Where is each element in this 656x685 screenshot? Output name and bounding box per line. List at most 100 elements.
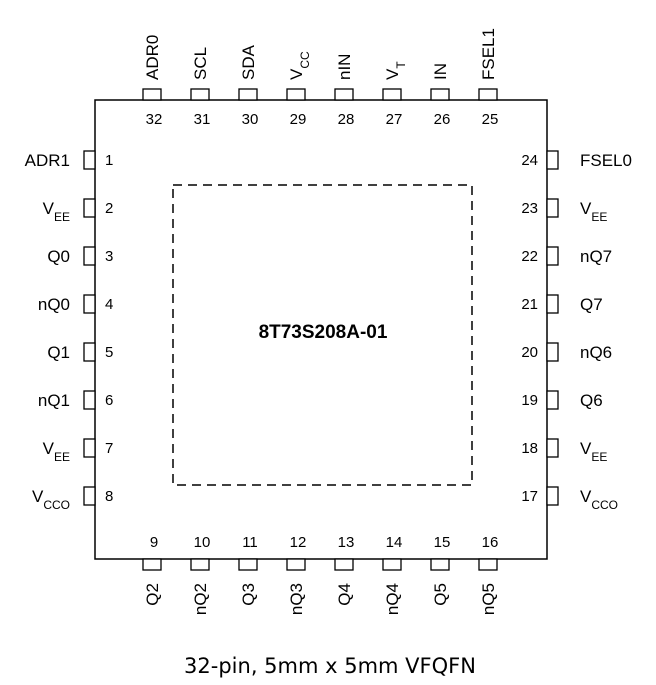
pin-label-q2-9: Q2 [143,583,162,606]
pin-pad-30 [238,88,258,101]
pin-label-nq2-10: nQ2 [191,583,210,615]
pin-pad-1 [83,150,96,170]
pin-label-q4-13: Q4 [335,583,354,606]
part-number-label: 8T73S208A-01 [259,322,388,343]
pin-number-21: 21 [521,296,538,313]
pin-label-fsel1-25: FSEL1 [479,28,498,80]
pin-pad-18 [546,438,559,458]
pin-pad-22 [546,246,559,266]
pin-label-nq4-14: nQ4 [383,583,402,615]
pin-label-vcc-29: VCC [287,51,312,80]
pin-number-1: 1 [105,152,113,169]
pin-label-vee-23: VEE [580,199,607,224]
pin-pad-21 [546,294,559,314]
pin-label-nq6-20: nQ6 [580,343,612,362]
pin-number-26: 26 [434,111,451,128]
pin-pad-24 [546,150,559,170]
pin-number-2: 2 [105,200,113,217]
pin-number-28: 28 [338,111,355,128]
pin-number-24: 24 [521,152,538,169]
pin-number-3: 3 [105,248,113,265]
pin-number-7: 7 [105,440,113,457]
pin-pad-15 [430,558,450,571]
pin-label-vee-2: VEE [43,199,70,224]
pin-pad-25 [478,88,498,101]
pin-pad-2 [83,198,96,218]
pin-pad-4 [83,294,96,314]
pin-number-27: 27 [386,111,403,128]
pin-label-q7-21: Q7 [580,295,603,314]
pin-pad-13 [334,558,354,571]
pin-pad-9 [142,558,162,571]
pin-number-6: 6 [105,392,113,409]
pin-number-5: 5 [105,344,113,361]
pin-number-31: 31 [194,111,211,128]
pin-number-8: 8 [105,488,113,505]
pin-label-scl-31: SCL [191,47,210,80]
pin-number-12: 12 [290,534,307,551]
pin-pad-10 [190,558,210,571]
pin-label-adr1-1: ADR1 [25,151,70,170]
pin-number-13: 13 [338,534,355,551]
pin-pad-26 [430,88,450,101]
pin-label-q6-19: Q6 [580,391,603,410]
pin-pad-17 [546,486,559,506]
pin-label-vcco-17: VCCO [580,487,618,512]
pin-pad-14 [382,558,402,571]
pin-label-nq7-22: nQ7 [580,247,612,266]
pin-number-20: 20 [521,344,538,361]
pin-number-17: 17 [521,488,538,505]
pin-pad-6 [83,390,96,410]
pin-label-q5-15: Q5 [431,583,450,606]
pin-label-nq1-6: nQ1 [38,391,70,410]
pin-label-in-26: IN [431,63,450,80]
pin-pad-12 [286,558,306,571]
pin-pad-16 [478,558,498,571]
pin-label-q3-11: Q3 [239,583,258,606]
pin-number-15: 15 [434,534,451,551]
pin-pad-27 [382,88,402,101]
pin-number-23: 23 [521,200,538,217]
pin-label-adr0-32: ADR0 [143,35,162,80]
pin-number-4: 4 [105,296,113,313]
pin-pad-20 [546,342,559,362]
pin-pad-28 [334,88,354,101]
pin-label-fsel0-24: FSEL0 [580,151,632,170]
pin-number-25: 25 [482,111,499,128]
pins-group: 1 ADR1 2 VEE 3 Q0 4 nQ0 5 Q1 6 nQ1 7 VEE 8 VCCO 24 FSEL0 2… [25,28,632,615]
pin-number-18: 18 [521,440,538,457]
pin-pad-5 [83,342,96,362]
pin-pad-19 [546,390,559,410]
pin-label-vee-7: VEE [43,439,70,464]
package-caption: 32-pin, 5mm x 5mm VFQFN [184,654,476,678]
pin-pad-7 [83,438,96,458]
pin-number-22: 22 [521,248,538,265]
pin-label-nq0-4: nQ0 [38,295,70,314]
pin-pad-3 [83,246,96,266]
pin-number-11: 11 [242,534,258,551]
pin-label-nq5-16: nQ5 [479,583,498,615]
pin-label-vt-27: VT [383,61,408,80]
pin-label-vcco-8: VCCO [32,487,70,512]
pin-pad-8 [83,486,96,506]
pin-number-30: 30 [242,111,259,128]
pin-number-19: 19 [521,392,538,409]
pin-number-10: 10 [194,534,211,551]
pin-number-16: 16 [482,534,499,551]
pin-label-sda-30: SDA [239,44,258,80]
pin-number-9: 9 [150,534,158,551]
pin-number-14: 14 [386,534,403,551]
pin-pad-31 [190,88,210,101]
pin-pad-23 [546,198,559,218]
pin-label-nq3-12: nQ3 [287,583,306,615]
pin-pad-29 [286,88,306,101]
pin-label-nin-28: nIN [335,54,354,80]
pin-number-32: 32 [146,111,163,128]
pin-pad-11 [238,558,258,571]
pin-label-vee-18: VEE [580,439,607,464]
pin-label-q0-3: Q0 [47,247,70,266]
pin-number-29: 29 [290,111,307,128]
pin-label-q1-5: Q1 [47,343,70,362]
